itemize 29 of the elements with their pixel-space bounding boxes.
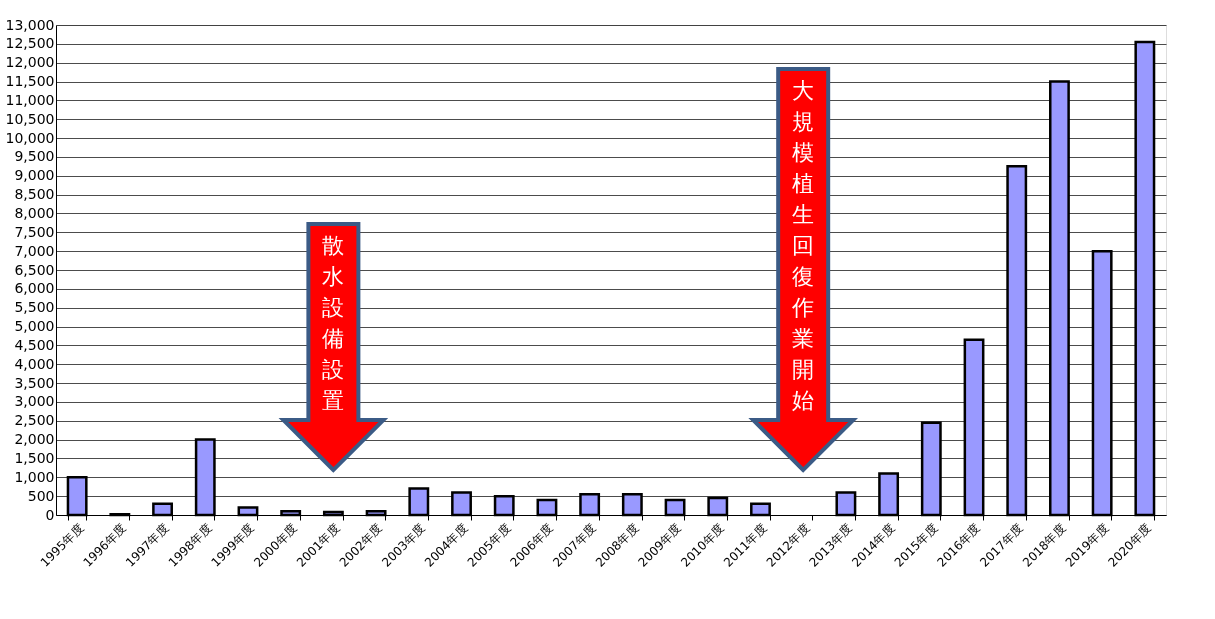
y-tick-label: 4,500 <box>14 336 55 353</box>
y-tick-label: 12,500 <box>5 35 55 52</box>
y-tick-label: 3,000 <box>14 393 55 410</box>
y-tick-label: 10,500 <box>5 110 55 127</box>
y-tick-label: 11,500 <box>5 73 55 90</box>
y-tick-label: 2,500 <box>14 412 55 429</box>
y-tick-label: 6,000 <box>14 280 55 297</box>
y-tick-label: 7,000 <box>14 242 55 259</box>
y-tick-label: 10,000 <box>5 129 55 146</box>
y-tick-label: 3,500 <box>14 374 55 391</box>
y-tick-label: 6,500 <box>14 261 55 278</box>
y-tick-label: 1,000 <box>14 468 55 485</box>
y-tick-label: 13,000 <box>5 16 55 33</box>
text: 大規模植生回復作業開始 <box>792 78 815 413</box>
y-tick-label: 9,500 <box>14 148 55 165</box>
y-tick-label: 7,500 <box>14 223 55 240</box>
y-tick-label: 1,500 <box>14 449 55 466</box>
y-tick-label: 4,000 <box>14 355 55 372</box>
y-tick-label: 2,000 <box>14 431 55 448</box>
annotation: 散水設備設置 <box>322 233 345 413</box>
y-tick-label: 9,000 <box>14 167 55 184</box>
y-tick-label: 8,500 <box>14 186 55 203</box>
y-tick-label: 5,500 <box>14 299 55 316</box>
y-tick-label: 5,000 <box>14 318 55 335</box>
y-tick-label: 0 <box>45 506 55 523</box>
y-tick-label: 500 <box>27 487 55 504</box>
y-tick-label: 12,000 <box>5 54 55 71</box>
y-tick-label: 8,000 <box>14 204 55 221</box>
y-tick-label: 11,000 <box>5 91 55 108</box>
